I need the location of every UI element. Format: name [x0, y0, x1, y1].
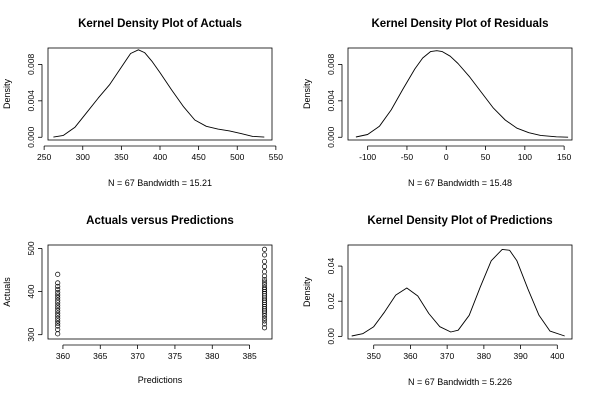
- y-tick-label: 0.004: [26, 90, 36, 112]
- x-tick-label: 390: [513, 351, 527, 361]
- y-tick-label: 0.008: [326, 53, 336, 75]
- scatter-point: [261, 321, 268, 327]
- scatter-point: [55, 283, 61, 289]
- y-axis-label: Density: [302, 276, 312, 307]
- plot-frame: [47, 47, 273, 141]
- scatter-point: [55, 315, 61, 321]
- chart-panel-2: Kernel Density Plot of Residuals -100 -50 0…: [302, 18, 573, 188]
- x-tick-label: 385: [243, 351, 257, 361]
- y-tick-label: 500: [26, 241, 36, 255]
- x-tick-label: 380: [477, 351, 491, 361]
- scatter-point: [55, 286, 61, 292]
- x-tick-label: 380: [205, 351, 219, 361]
- scatter-point: [55, 295, 61, 301]
- y-tick-label: 0.000: [26, 126, 36, 148]
- y-tick-label: 0.004: [326, 90, 336, 112]
- y-tick-label: 0.000: [326, 126, 336, 148]
- y-tick-label: 400: [26, 284, 36, 298]
- x-tick-label: 400: [153, 152, 167, 162]
- scatter-point: [261, 276, 268, 283]
- chart-panel-3: Actuals versus Predictions 360 365 370 375 38…: [2, 215, 273, 385]
- scatter-point: [55, 310, 61, 316]
- scatter-point: [55, 292, 61, 298]
- scatter-point: [55, 331, 61, 337]
- x-tick-label: 550: [269, 152, 283, 162]
- scatter-point: [261, 273, 268, 279]
- x-tick-label: -50: [401, 152, 414, 162]
- y-tick-label: 0.04: [326, 258, 336, 275]
- plot-frame: [347, 244, 573, 340]
- scatter-point: [55, 280, 61, 286]
- scatter-point: [55, 300, 61, 306]
- x-tick-label: 400: [550, 351, 564, 361]
- chart-title: Kernel Density Plot of Residuals: [371, 18, 548, 30]
- x-tick-label: 370: [131, 351, 145, 361]
- x-tick-label: 100: [518, 152, 532, 162]
- scatter-point: [55, 323, 61, 329]
- x-tick-label: 350: [114, 152, 128, 162]
- density-line: [351, 248, 565, 337]
- x-tick-label: 250: [37, 152, 51, 162]
- density-line: [53, 49, 265, 138]
- scatter-point: [55, 320, 61, 327]
- scatter-point: [261, 310, 268, 316]
- plot-frame: [347, 47, 573, 141]
- density-line: [355, 50, 569, 138]
- y-axis-label: Actuals: [2, 277, 12, 307]
- scatter-point: [261, 252, 268, 258]
- y-axis-label: Density: [302, 78, 312, 109]
- scatter-point: [261, 325, 268, 331]
- y-tick-label: 0.02: [326, 293, 336, 310]
- x-tick-label: -100: [359, 152, 376, 162]
- scatter-point: [261, 258, 268, 264]
- chart-title: Kernel Density Plot of Actuals: [78, 18, 242, 30]
- chart-subtitle: N = 67 Bandwidth = 5.226: [408, 377, 512, 387]
- chart-title: Actuals versus Predictions: [86, 215, 234, 227]
- scatter-point: [55, 305, 61, 311]
- x-tick-label: 450: [192, 152, 206, 162]
- y-tick-label: 300: [26, 327, 36, 341]
- scatter-point: [261, 264, 268, 270]
- scatter-point: [261, 318, 268, 324]
- scatter-point: [55, 271, 61, 277]
- scatter-point: [55, 297, 61, 303]
- y-axis-label: Density: [2, 78, 12, 109]
- x-tick-label: 0: [444, 152, 449, 162]
- scatter-point: [55, 302, 61, 308]
- x-tick-label: 350: [367, 351, 381, 361]
- scatter-point: [261, 315, 268, 321]
- chart-subtitle: N = 67 Bandwidth = 15.21: [108, 178, 212, 188]
- scatter-point: [261, 279, 268, 285]
- y-tick-label: 0.008: [26, 53, 36, 75]
- scatter-point: [261, 269, 268, 275]
- scatter-point: [55, 318, 61, 324]
- x-axis-label: Predictions: [138, 375, 183, 385]
- chart-title: Kernel Density Plot of Predictions: [367, 215, 552, 227]
- scatter-point: [55, 307, 61, 314]
- plot-frame: [47, 244, 273, 340]
- x-tick-label: 365: [93, 351, 107, 361]
- scatter-point: [261, 246, 268, 252]
- scatter-point: [261, 313, 268, 319]
- scatter-point: [55, 289, 61, 295]
- x-tick-label: 370: [440, 351, 454, 361]
- x-tick-label: 360: [403, 351, 417, 361]
- x-tick-label: 300: [76, 152, 90, 162]
- chart-panel-4: Kernel Density Plot of Predictions 350 360…: [302, 215, 573, 387]
- x-tick-label: 50: [481, 152, 491, 162]
- chart-subtitle: N = 67 Bandwidth = 15.48: [408, 178, 512, 188]
- x-tick-label: 375: [168, 351, 182, 361]
- chart-panel-1: Kernel Density Plot of Actuals 250 300 350 4…: [2, 18, 283, 188]
- y-tick-label: 0.00: [326, 328, 336, 345]
- x-tick-label: 500: [230, 152, 244, 162]
- scatter-point: [55, 313, 61, 319]
- x-tick-label: 150: [557, 152, 571, 162]
- x-tick-label: 360: [56, 351, 70, 361]
